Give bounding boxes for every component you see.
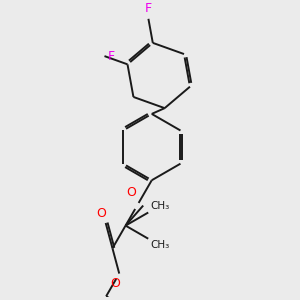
Text: O: O — [96, 206, 106, 220]
Text: F: F — [145, 2, 152, 15]
Text: F: F — [108, 50, 115, 63]
Text: O: O — [110, 277, 120, 290]
Text: CH₃: CH₃ — [151, 241, 170, 250]
Text: CH₃: CH₃ — [151, 201, 170, 211]
Text: O: O — [126, 186, 136, 200]
